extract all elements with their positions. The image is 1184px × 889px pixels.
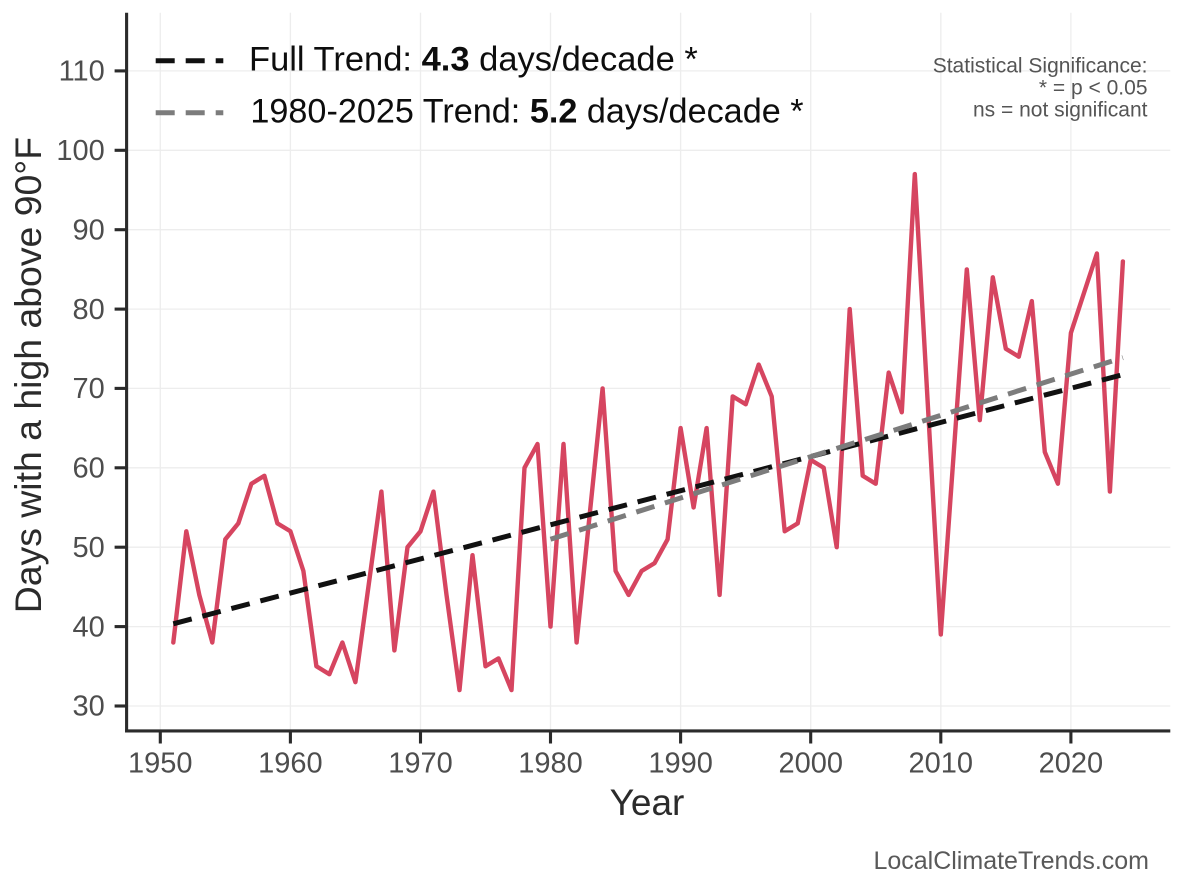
svg-text:90: 90 [73,214,105,246]
svg-text:1950: 1950 [128,747,193,779]
svg-text:LocalClimateTrends.com: LocalClimateTrends.com [873,847,1149,875]
svg-text:30: 30 [73,691,105,723]
svg-text:60: 60 [73,453,105,485]
svg-text:ns = not significant: ns = not significant [973,99,1148,122]
svg-text:50: 50 [73,532,105,564]
svg-text:2000: 2000 [778,747,843,779]
svg-text:Full Trend: 4.3 days/decade *: Full Trend: 4.3 days/decade * [249,41,698,79]
svg-text:100: 100 [56,135,104,167]
svg-text:Year: Year [610,782,685,823]
svg-text:* = p < 0.05: * = p < 0.05 [1039,77,1148,100]
svg-text:70: 70 [73,373,105,405]
svg-text:Statistical Significance:: Statistical Significance: [933,55,1148,78]
svg-text:Days with a high above 90°F: Days with a high above 90°F [7,137,49,613]
svg-text:2020: 2020 [1039,747,1104,779]
svg-text:1990: 1990 [648,747,713,779]
svg-text:2010: 2010 [909,747,974,779]
svg-text:1980: 1980 [518,747,583,779]
svg-text:40: 40 [73,611,105,643]
svg-text:80: 80 [73,294,105,326]
svg-text:110: 110 [59,56,105,88]
svg-text:1970: 1970 [388,747,453,779]
svg-text:1980-2025 Trend: 5.2 days/deca: 1980-2025 Trend: 5.2 days/decade * [250,93,803,131]
svg-text:1960: 1960 [258,747,323,779]
